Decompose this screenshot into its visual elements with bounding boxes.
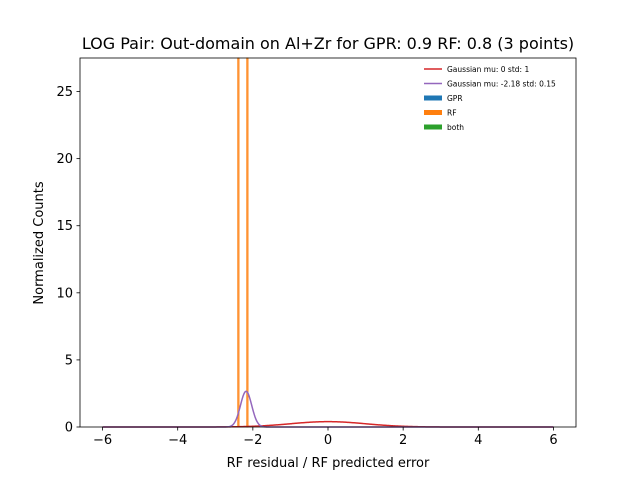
y-tick-label: 15 bbox=[56, 219, 73, 234]
plot-area: −6 −4 −2 0 2 4 6 0 5 10 15 20 25 bbox=[56, 57, 577, 448]
y-tick-label: 20 bbox=[56, 152, 73, 167]
legend-patch-swatch bbox=[424, 124, 442, 130]
x-tick-label: 6 bbox=[549, 433, 557, 448]
x-tick-label: −4 bbox=[168, 433, 187, 448]
legend-patch-swatch bbox=[424, 110, 442, 115]
x-tick-label: −2 bbox=[243, 433, 262, 448]
y-tick-label: 25 bbox=[56, 85, 73, 100]
x-axis-label: RF residual / RF predicted error bbox=[227, 456, 430, 471]
legend-entry-label: Gaussian mu: 0 std: 1 bbox=[447, 65, 529, 74]
legend-patch-swatch bbox=[424, 95, 442, 101]
y-tick-label: 10 bbox=[56, 286, 73, 301]
legend-entry-label: RF bbox=[447, 108, 457, 117]
x-tick-label: 4 bbox=[474, 433, 482, 448]
y-tick-label: 0 bbox=[65, 421, 73, 436]
x-tick-label: 0 bbox=[324, 433, 332, 448]
y-axis-label: Normalized Counts bbox=[32, 181, 47, 304]
x-tick-label: 2 bbox=[399, 433, 407, 448]
legend-entry-label: both bbox=[447, 123, 464, 132]
legend-entry-label: Gaussian mu: -2.18 std: 0.15 bbox=[447, 79, 556, 88]
legend-entry-label: GPR bbox=[447, 94, 463, 103]
legend: Gaussian mu: 0 std: 1 Gaussian mu: -2.18 … bbox=[424, 65, 556, 132]
x-tick-label: −6 bbox=[93, 433, 112, 448]
chart-title: LOG Pair: Out-domain on Al+Zr for GPR: 0… bbox=[82, 34, 574, 53]
y-tick-label: 5 bbox=[65, 353, 73, 368]
